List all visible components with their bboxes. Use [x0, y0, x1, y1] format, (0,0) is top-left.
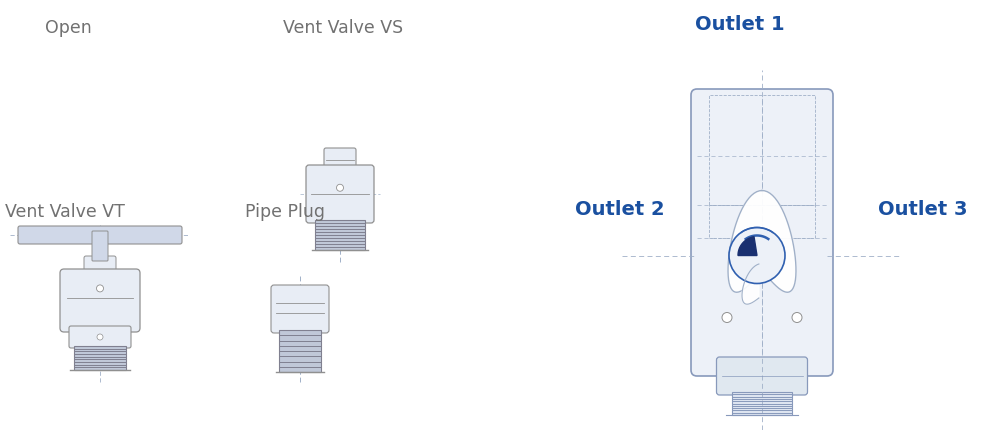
- FancyBboxPatch shape: [324, 149, 356, 171]
- Circle shape: [792, 313, 802, 323]
- Text: Vent Valve VT: Vent Valve VT: [5, 202, 125, 220]
- FancyBboxPatch shape: [306, 166, 374, 224]
- Text: Vent Valve VS: Vent Valve VS: [283, 19, 403, 37]
- Polygon shape: [742, 264, 759, 304]
- Circle shape: [336, 185, 344, 192]
- Bar: [709, 206, 815, 239]
- FancyBboxPatch shape: [84, 256, 116, 275]
- Polygon shape: [738, 237, 757, 256]
- Text: Outlet 1: Outlet 1: [695, 15, 785, 34]
- FancyBboxPatch shape: [691, 90, 833, 376]
- FancyBboxPatch shape: [60, 269, 140, 332]
- Bar: [315, 221, 365, 250]
- Text: Outlet 3: Outlet 3: [878, 200, 968, 219]
- Bar: [74, 346, 126, 370]
- Bar: [732, 392, 792, 415]
- FancyBboxPatch shape: [271, 286, 329, 333]
- Circle shape: [96, 285, 104, 292]
- Circle shape: [97, 334, 103, 340]
- Bar: [709, 96, 815, 206]
- Text: Pipe Plug: Pipe Plug: [245, 202, 325, 220]
- FancyBboxPatch shape: [92, 231, 108, 261]
- Circle shape: [722, 313, 732, 323]
- FancyBboxPatch shape: [18, 227, 182, 244]
- Text: Outlet 2: Outlet 2: [575, 200, 665, 219]
- Text: Open: Open: [45, 19, 92, 37]
- FancyBboxPatch shape: [716, 357, 808, 395]
- Circle shape: [729, 228, 785, 284]
- Polygon shape: [728, 191, 796, 292]
- FancyBboxPatch shape: [69, 326, 131, 348]
- Bar: [279, 330, 321, 372]
